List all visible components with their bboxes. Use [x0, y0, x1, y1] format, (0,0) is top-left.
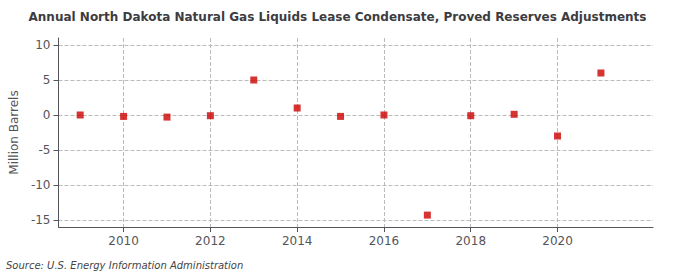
- svg-text:Annual North Dakota Natural Ga: Annual North Dakota Natural Gas Liquids …: [29, 10, 647, 24]
- svg-text:2014: 2014: [282, 234, 313, 248]
- svg-text:-15: -15: [31, 213, 51, 227]
- svg-text:Million Barrels: Million Barrels: [7, 90, 21, 174]
- svg-text:2020: 2020: [542, 234, 573, 248]
- svg-text:0: 0: [43, 108, 51, 122]
- svg-text:2010: 2010: [108, 234, 139, 248]
- svg-text:2016: 2016: [369, 234, 400, 248]
- svg-text:2012: 2012: [195, 234, 226, 248]
- svg-text:-10: -10: [31, 178, 51, 192]
- svg-text:-5: -5: [39, 143, 51, 157]
- svg-text:10: 10: [35, 38, 50, 52]
- svg-text:5: 5: [43, 73, 51, 87]
- svg-text:2018: 2018: [455, 234, 486, 248]
- svg-text:Source: U.S. Energy Informatio: Source: U.S. Energy Information Administ…: [6, 260, 243, 271]
